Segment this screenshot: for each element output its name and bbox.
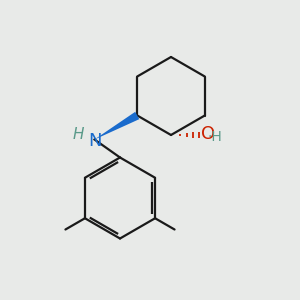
Text: H: H [72,127,84,142]
Text: O: O [201,125,215,143]
Text: ·H: ·H [208,130,223,144]
Text: N: N [88,132,101,150]
Polygon shape [94,112,139,140]
